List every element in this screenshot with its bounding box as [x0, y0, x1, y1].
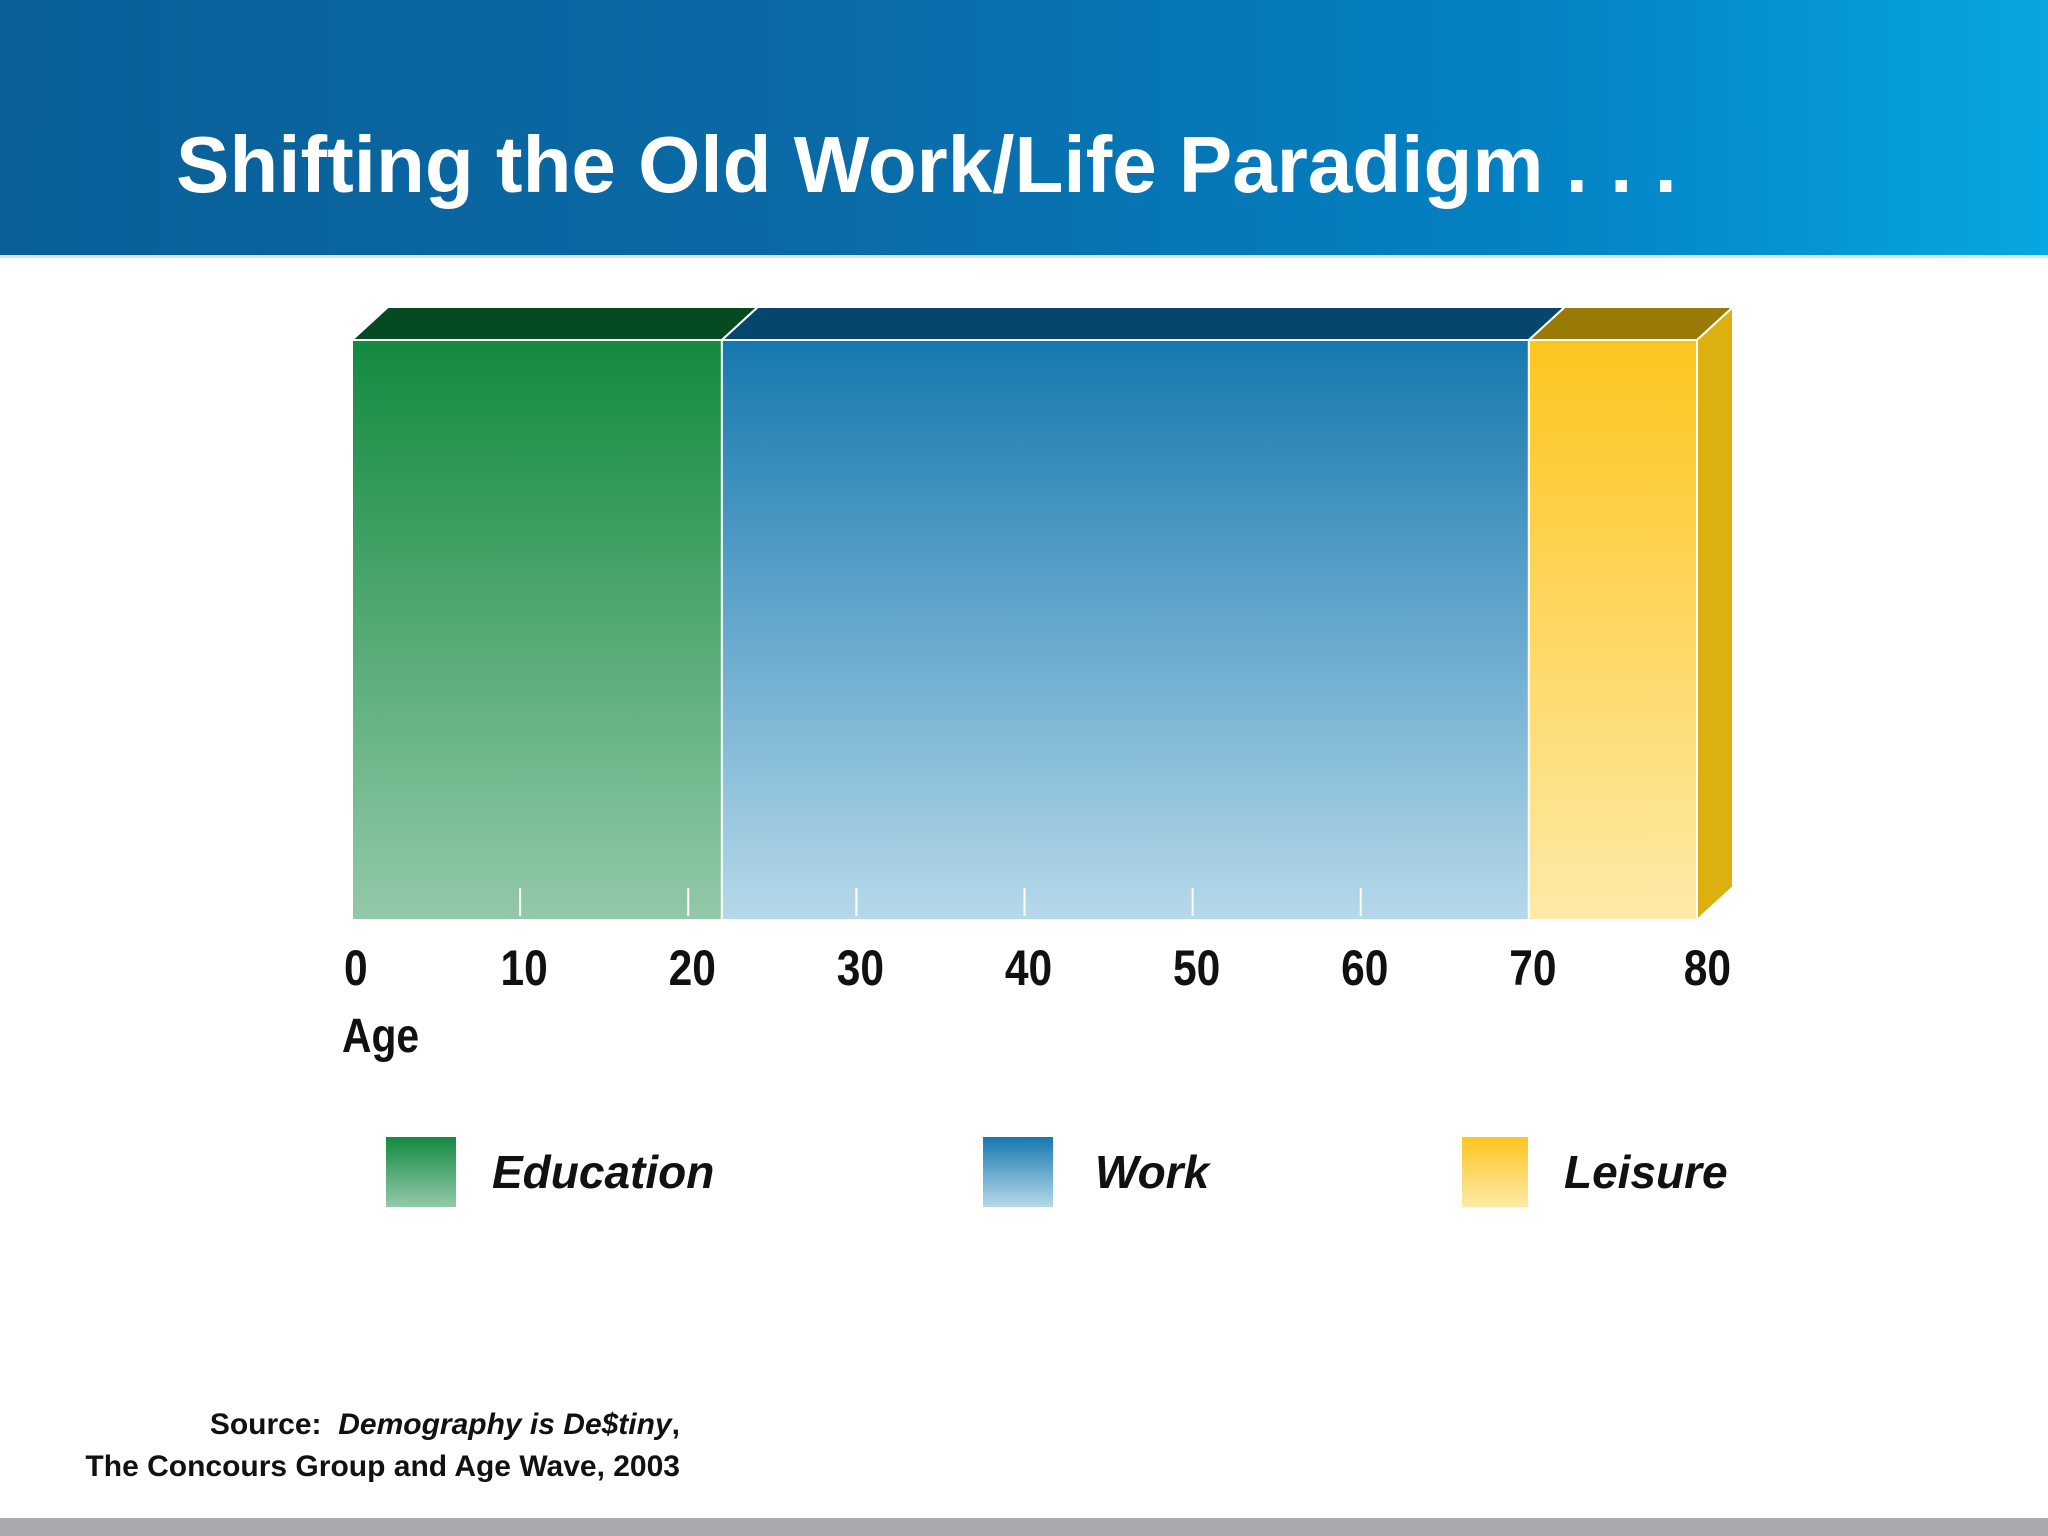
- chart-ticks: [351, 888, 1698, 916]
- legend-swatch-education: [386, 1137, 456, 1207]
- title-banner: Shifting the Old Work/Life Paradigm . . …: [0, 0, 2048, 258]
- legend-label-work: Work: [1095, 1146, 1210, 1198]
- bar-segment-leisure: [1527, 339, 1698, 921]
- source-work-title: Demography is De$tiny: [338, 1408, 672, 1441]
- bar-side-leisure: [1696, 304, 1734, 923]
- tick-label: 40: [1005, 940, 1052, 996]
- legend-item-leisure: Leisure: [1462, 1136, 1728, 1208]
- source-prefix: Source:: [209, 1408, 322, 1441]
- chart-bars: [349, 304, 1736, 923]
- legend-item-education: Education: [386, 1136, 714, 1208]
- bar-segment-work: [720, 339, 1530, 921]
- tick-label: 70: [1509, 940, 1556, 996]
- tick-label: 50: [1173, 940, 1220, 996]
- legend-label-education: Education: [492, 1146, 715, 1198]
- chart-tick-labels: 0 10 20 30 40 50 60 70 80: [344, 940, 1731, 996]
- bar-top-education: [349, 306, 761, 341]
- legend-item-work: Work: [983, 1136, 1209, 1208]
- source-line-2: The Concours Group and Age Wave, 2003: [85, 1450, 680, 1483]
- slide-title: Shifting the Old Work/Life Paradigm . . …: [176, 120, 1677, 209]
- tick-label: 20: [669, 940, 716, 996]
- x-axis-label: Age: [342, 1010, 419, 1063]
- bar-segment-education: [351, 339, 723, 921]
- tick-label: 80: [1684, 940, 1731, 996]
- legend-label-leisure: Leisure: [1564, 1146, 1728, 1198]
- footer-bar: [0, 1518, 2048, 1536]
- tick-label: 60: [1341, 940, 1388, 996]
- source-citation: Source: Demography is De$tiny, The Conco…: [85, 1404, 680, 1488]
- tick-label: 10: [500, 940, 547, 996]
- tick-label: 30: [837, 940, 884, 996]
- legend-swatch-work: [983, 1137, 1053, 1207]
- source-line-1: Source: Demography is De$tiny,: [209, 1408, 680, 1441]
- bar-top-work: [719, 306, 1568, 341]
- tick-label: 0: [344, 940, 368, 996]
- legend-swatch-leisure: [1462, 1137, 1528, 1207]
